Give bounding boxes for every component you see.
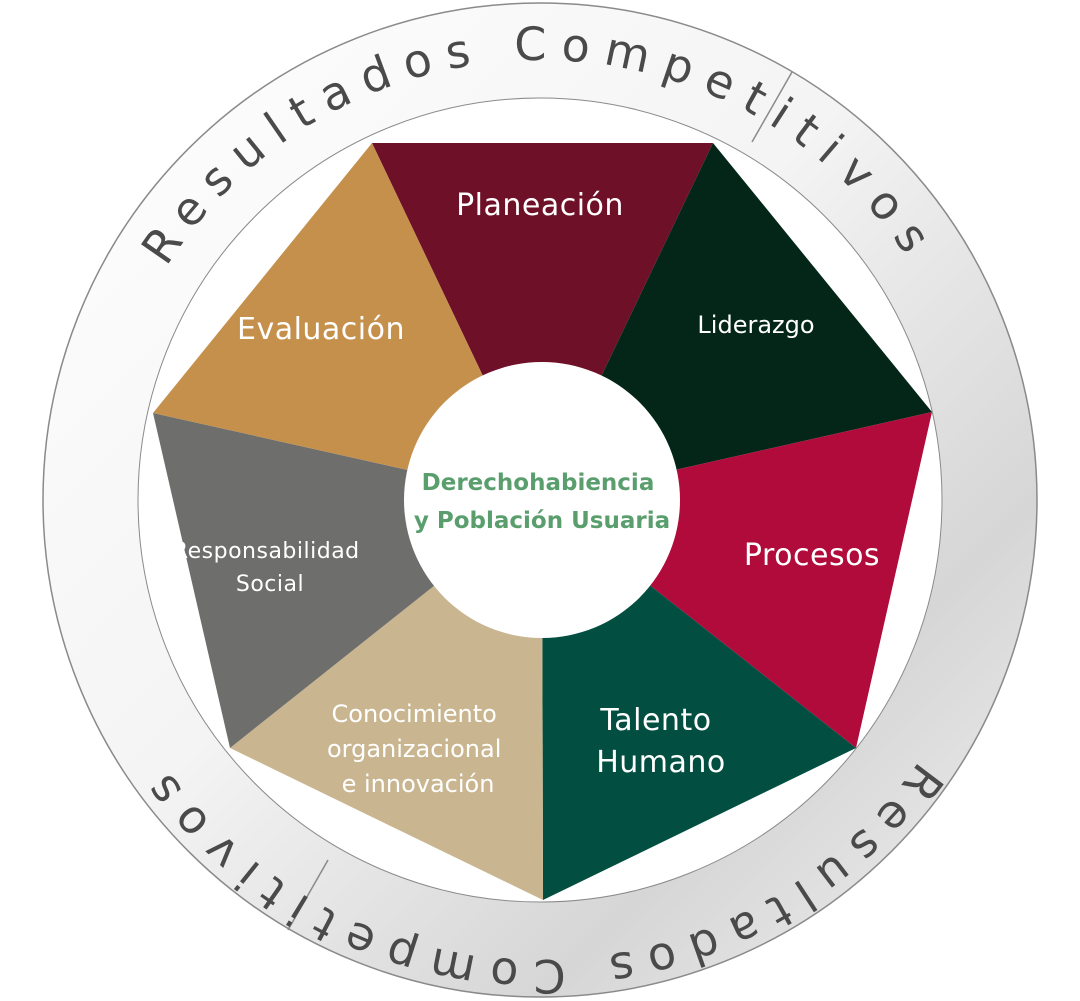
segment-labels: Planeación Liderazgo Procesos Talento Hu…	[173, 188, 880, 799]
ring-divider-bottom	[287, 859, 329, 931]
label-liderazgo-line1: Liderazgo	[697, 311, 814, 339]
segment-label-responsabilidad: Responsabilidad Social	[173, 539, 367, 597]
segment-label-procesos: Procesos	[744, 538, 880, 573]
segment-label-conocimiento: Conocimiento organizacional e innovación	[327, 700, 509, 798]
label-conocimiento-line3: e innovación	[342, 770, 495, 798]
center-label: Derechohabiencia y Población Usuaria	[414, 470, 670, 534]
center-circle	[404, 362, 680, 638]
segment-label-evaluacion: Evaluación	[237, 312, 405, 347]
center-hub: Derechohabiencia y Población Usuaria	[404, 362, 680, 638]
ring-divider-top	[751, 71, 793, 143]
center-label-line2: y Población Usuaria	[414, 508, 670, 534]
label-evaluacion-line1: Evaluación	[237, 312, 405, 347]
segment-planeacion	[372, 143, 713, 500]
label-conocimiento-line1: Conocimiento	[332, 700, 497, 728]
center-label-line1: Derechohabiencia	[422, 470, 655, 496]
label-procesos-line1: Procesos	[744, 538, 880, 573]
label-responsabilidad-line2: Social	[236, 572, 304, 597]
segment-label-talento: Talento Humano	[596, 703, 726, 780]
label-talento-line1: Talento	[599, 703, 711, 738]
label-planeacion-line1: Planeación	[456, 188, 624, 223]
label-conocimiento-line2: organizacional	[327, 735, 501, 763]
segment-label-liderazgo: Liderazgo	[697, 311, 814, 339]
label-talento-line2: Humano	[596, 745, 726, 780]
segment-label-planeacion: Planeación	[456, 188, 624, 223]
label-responsabilidad-line1: Responsabilidad	[173, 539, 360, 564]
